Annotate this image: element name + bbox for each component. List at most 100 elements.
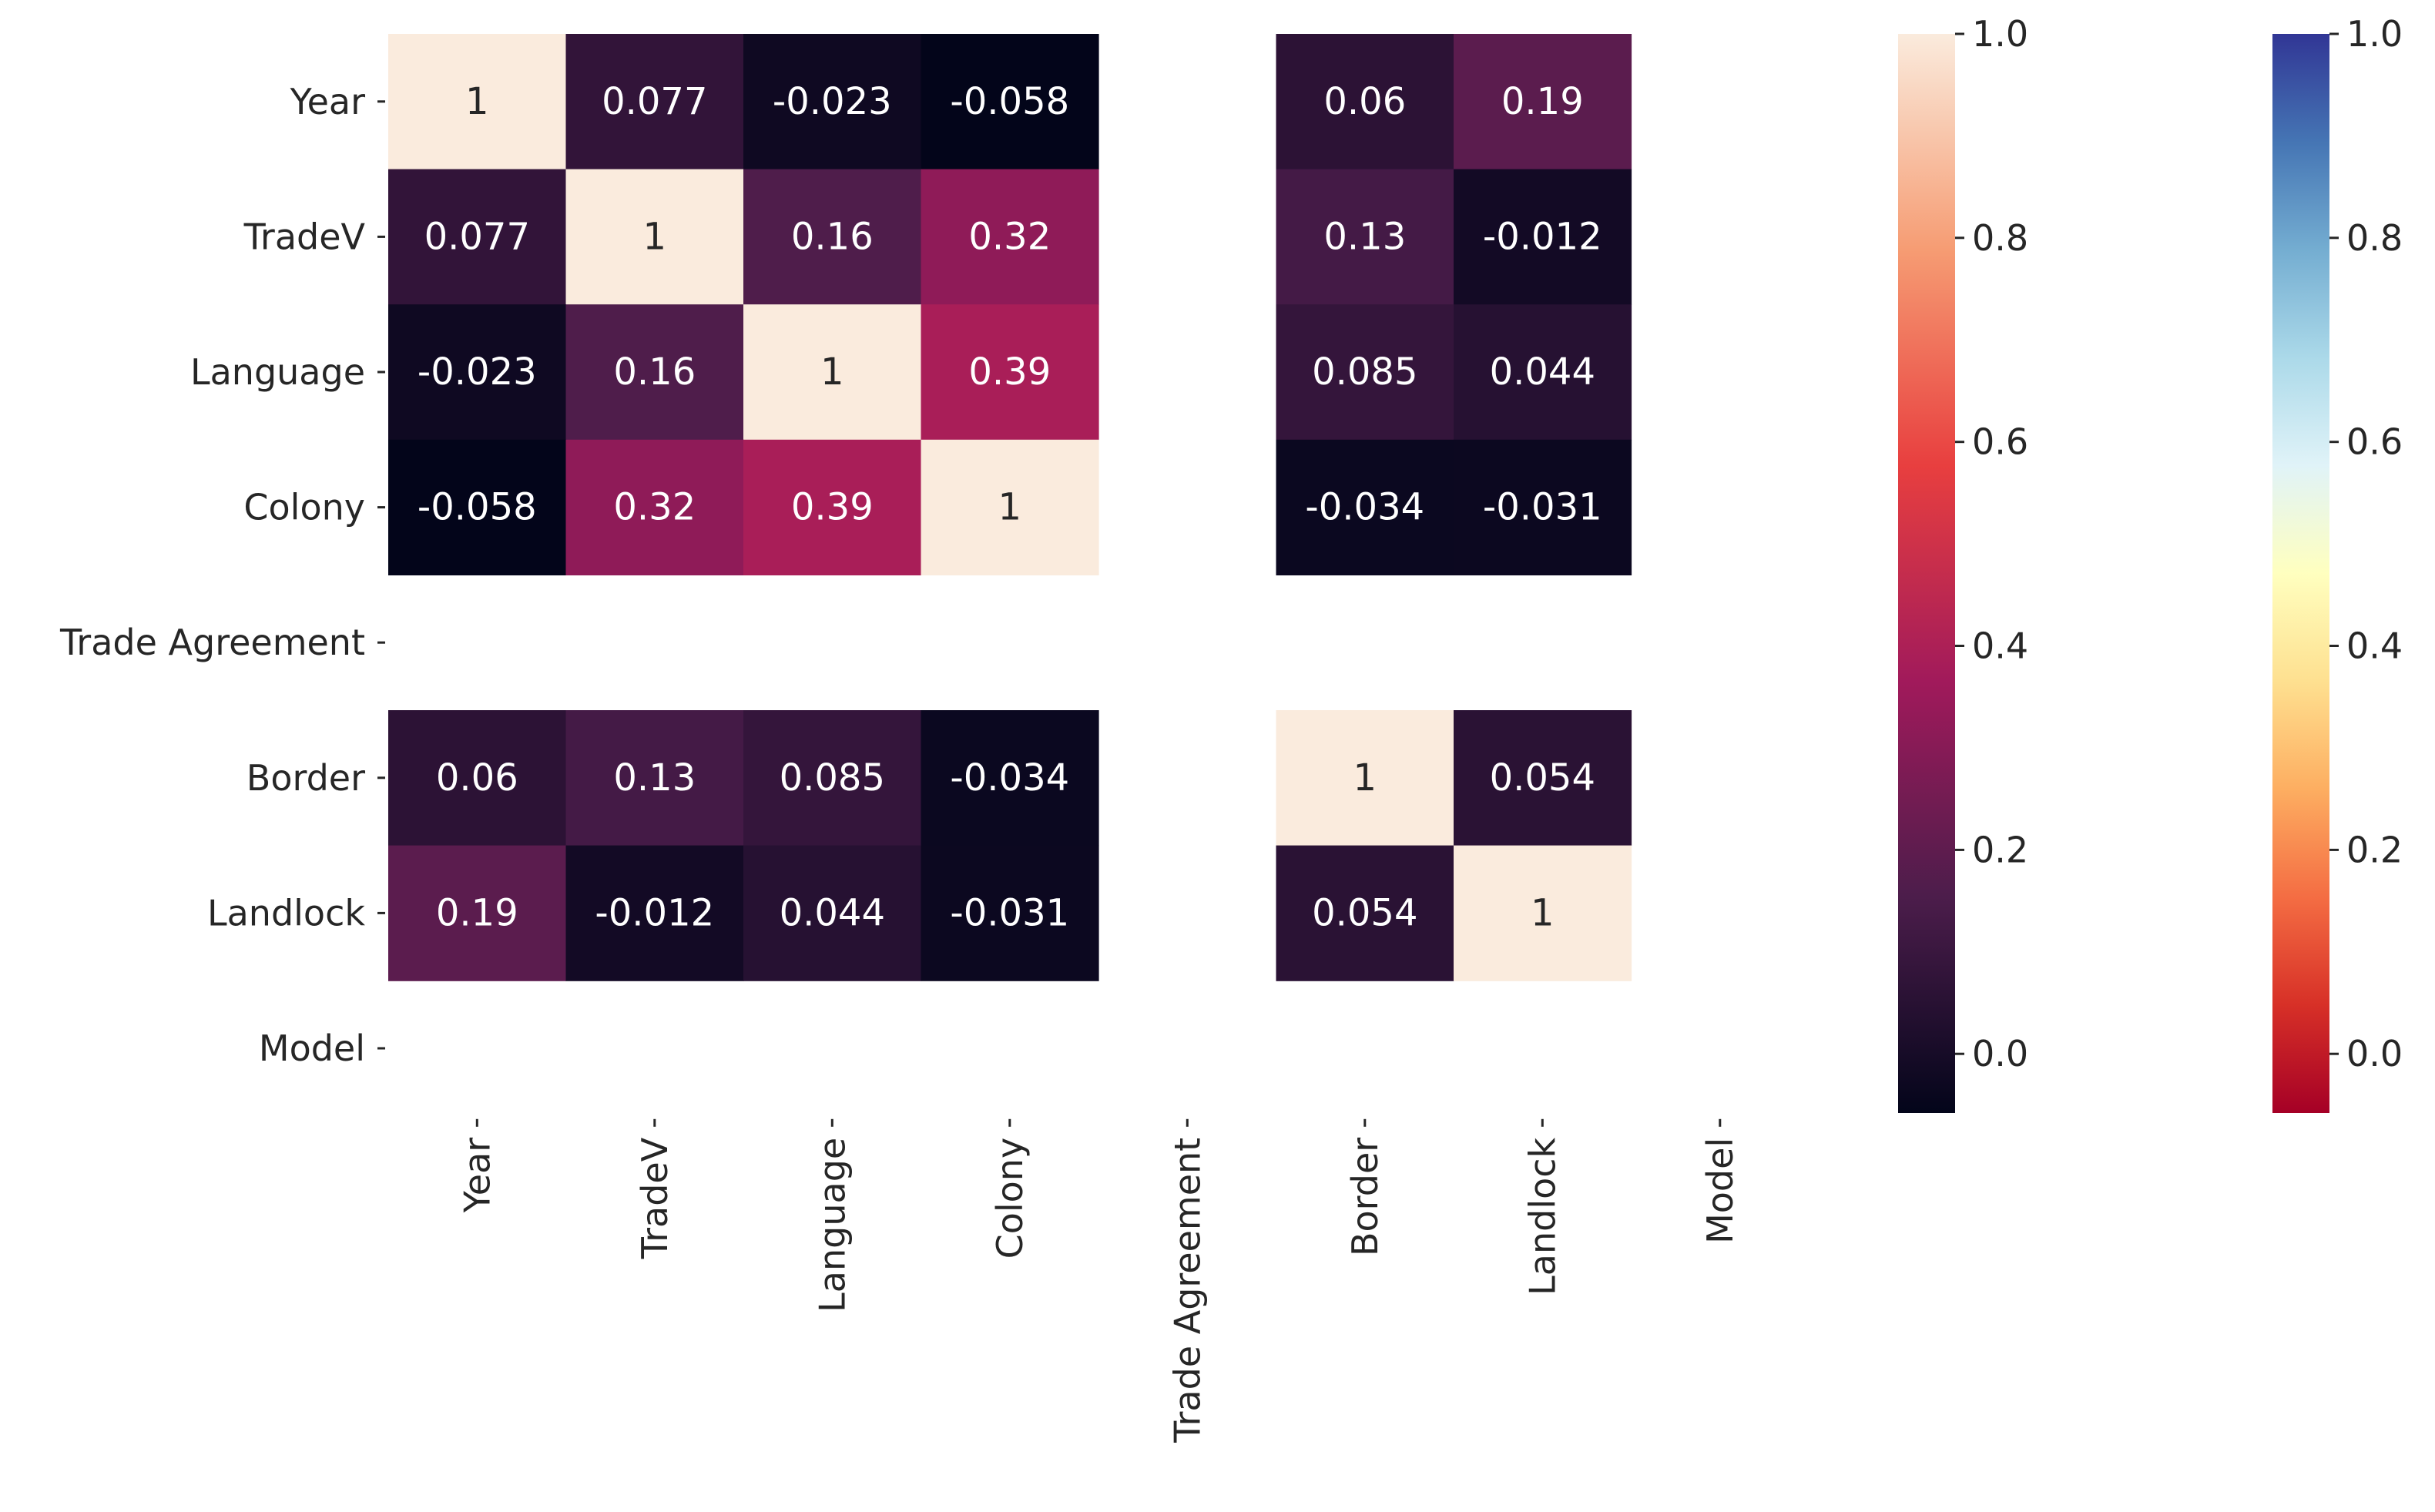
heatmap-cell-0-0 <box>388 34 567 170</box>
heatmap-cell-2-2 <box>743 304 922 441</box>
heatmap-cell-label-1-3: 0.32 <box>968 215 1051 258</box>
heatmap-cell-label-5-3: -0.034 <box>950 756 1069 800</box>
y-tick-label-3: Colony <box>243 487 365 528</box>
heatmap-cell-label-6-2: 0.044 <box>780 891 885 934</box>
heatmap-cell-3-0 <box>388 439 567 575</box>
heatmap-cell-label-2-0: -0.023 <box>418 350 537 394</box>
colorbars-group: 0.0 0.2 0.4 0.6 0.8 1.0 0.0 0.2 0.4 0.6 0.8 1.0 <box>1898 13 2403 1113</box>
y-tick-label-0: Year <box>290 81 365 122</box>
colorbar-1-tick-label-5: 1.0 <box>2346 13 2403 55</box>
y-tick-label-2: Language <box>190 351 365 393</box>
heatmap-cell-5-0 <box>388 710 567 847</box>
heatmap-cell-0-6 <box>1454 34 1632 170</box>
heatmap-cell-label-0-2: -0.023 <box>773 80 892 123</box>
heatmap-cell-0-1 <box>565 34 744 170</box>
x-tick-label-5: Border <box>1344 1138 1386 1256</box>
x-tick-label-6: Landlock <box>1521 1137 1563 1295</box>
heatmap-cell-label-2-2: 1 <box>820 350 844 394</box>
heatmap-cell-label-1-1: 1 <box>643 215 667 258</box>
heatmap-cell-2-5 <box>1276 304 1454 441</box>
heatmap-cell-label-0-0: 1 <box>465 80 489 123</box>
heatmap-cell-label-1-2: 0.16 <box>791 215 874 258</box>
x-tick-label-2: Language <box>811 1138 853 1313</box>
heatmap-cell-0-2 <box>743 34 922 170</box>
heatmap-cell-label-5-1: 0.13 <box>613 756 696 800</box>
y-tick-label-6: Landlock <box>207 892 365 934</box>
heatmap-cell-3-6 <box>1454 439 1632 575</box>
y-tick-label-7: Model <box>259 1028 365 1069</box>
heatmap-cell-1-1 <box>565 169 744 305</box>
heatmap-cell-6-6 <box>1454 845 1632 981</box>
heatmap-cell-3-5 <box>1276 439 1454 575</box>
heatmap-cell-3-3 <box>921 439 1099 575</box>
heatmap-cell-6-0 <box>388 845 567 981</box>
heatmap-cell-label-5-6: 0.054 <box>1490 756 1595 800</box>
heatmap-cell-5-3 <box>921 710 1099 847</box>
heatmap-cell-5-1 <box>565 710 744 847</box>
heatmap-cell-label-2-3: 0.39 <box>968 350 1051 394</box>
heatmap-cell-label-5-0: 0.06 <box>436 756 518 800</box>
heatmap-cell-6-3 <box>921 845 1099 981</box>
heatmap-cell-1-0 <box>388 169 567 305</box>
y-tick-label-5: Border <box>247 757 365 799</box>
x-tick-label-4: Trade Agreement <box>1166 1138 1208 1443</box>
colorbar-0-tick-label-4: 0.8 <box>1972 217 2028 259</box>
colorbar-0-tick-label-1: 0.2 <box>1972 829 2028 870</box>
heatmap-cell-label-3-6: -0.031 <box>1483 486 1602 529</box>
x-tick-label-1: TradeV <box>634 1137 676 1259</box>
x-tick-label-3: Colony <box>989 1138 1031 1259</box>
heatmap-cell-1-5 <box>1276 169 1454 305</box>
colorbar-1-tick-label-1: 0.2 <box>2346 829 2403 870</box>
colorbar-1-tick-label-4: 0.8 <box>2346 217 2403 259</box>
heatmap-cell-label-0-1: 0.077 <box>602 80 707 123</box>
colorbar-1-tick-label-3: 0.6 <box>2346 421 2403 463</box>
x-axis-tick-labels: Year TradeV Language Colony Trade Agreement B… <box>456 1118 1741 1443</box>
colorbar-0-tick-label-5: 1.0 <box>1972 13 2028 55</box>
x-tick-label-7: Model <box>1699 1138 1741 1244</box>
heatmap-cell-label-2-6: 0.044 <box>1490 350 1595 394</box>
heatmap-cell-label-5-5: 1 <box>1353 756 1377 800</box>
heatmap-cell-2-6 <box>1454 304 1632 441</box>
heatmap-cell-label-3-3: 1 <box>998 486 1022 529</box>
heatmap-cell-label-6-1: -0.012 <box>595 891 714 934</box>
heatmap-cell-5-5 <box>1276 710 1454 847</box>
heatmap-cell-label-1-5: 0.13 <box>1323 215 1406 258</box>
heatmap-cells-group: 1 0.077 -0.023 -0.058 0.06 0.19 0.077 1 0.16 0.32… <box>388 34 1632 981</box>
heatmap-cell-label-5-2: 0.085 <box>780 756 885 800</box>
heatmap-cell-label-6-5: 0.054 <box>1312 891 1417 934</box>
y-axis-tick-labels: Year TradeV Language Colony Trade Agreement B… <box>59 81 385 1069</box>
y-tick-label-4: Trade Agreement <box>59 622 365 663</box>
heatmap-cell-0-5 <box>1276 34 1454 170</box>
colorbar-0-tick-label-3: 0.6 <box>1972 421 2028 463</box>
heatmap-cell-label-6-0: 0.19 <box>436 891 518 934</box>
heatmap-cell-label-2-1: 0.16 <box>613 350 696 394</box>
heatmap-cell-1-6 <box>1454 169 1632 305</box>
heatmap-cell-label-1-6: -0.012 <box>1483 215 1602 258</box>
heatmap-cell-1-3 <box>921 169 1099 305</box>
colorbar-0-tick-label-2: 0.4 <box>1972 625 2028 667</box>
heatmap-cell-label-3-2: 0.39 <box>791 486 874 529</box>
x-tick-label-0: Year <box>456 1138 498 1213</box>
heatmap-cell-1-2 <box>743 169 922 305</box>
heatmap-cell-5-6 <box>1454 710 1632 847</box>
heatmap-cell-label-6-3: -0.031 <box>950 891 1069 934</box>
heatmap-cell-2-1 <box>565 304 744 441</box>
colorbar-0 <box>1898 34 1955 1113</box>
heatmap-cell-6-2 <box>743 845 922 981</box>
heatmap-cell-label-3-0: -0.058 <box>418 486 537 529</box>
heatmap-cell-label-1-0: 0.077 <box>424 215 530 258</box>
heatmap-cell-3-2 <box>743 439 922 575</box>
heatmap-cell-label-0-3: -0.058 <box>950 80 1069 123</box>
heatmap-cell-label-2-5: 0.085 <box>1312 350 1417 394</box>
heatmap-cell-3-1 <box>565 439 744 575</box>
heatmap-cell-label-0-6: 0.19 <box>1501 80 1584 123</box>
colorbar-1-tick-label-2: 0.4 <box>2346 625 2403 667</box>
heatmap-cell-label-3-1: 0.32 <box>613 486 696 529</box>
colorbar-1 <box>2272 34 2329 1113</box>
heatmap-cell-2-3 <box>921 304 1099 441</box>
heatmap-cell-label-3-5: -0.034 <box>1305 486 1424 529</box>
heatmap-cell-0-3 <box>921 34 1099 170</box>
heatmap-cell-label-6-6: 1 <box>1531 891 1555 934</box>
